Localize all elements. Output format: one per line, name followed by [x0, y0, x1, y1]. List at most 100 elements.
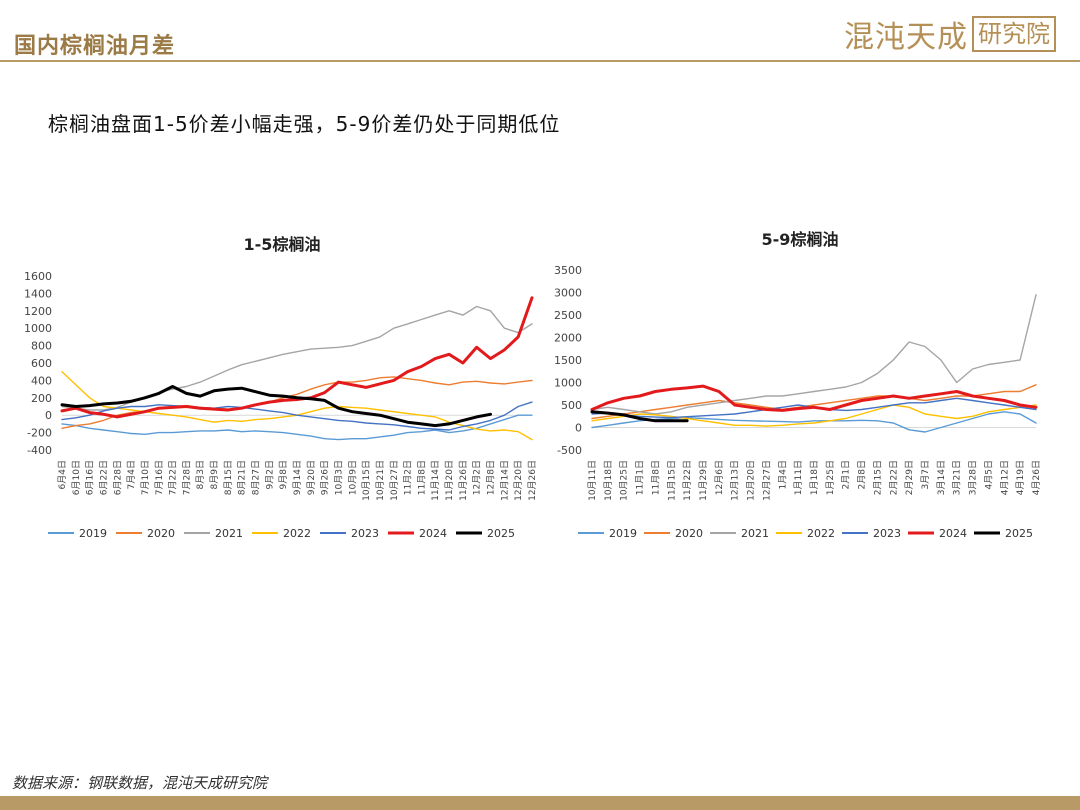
x-tick-label: 1月18日	[809, 460, 820, 495]
logo-main-text: 混沌天成	[844, 20, 968, 55]
x-tick-label: 8月21日	[237, 460, 248, 495]
x-tick-label: 2月22日	[888, 460, 899, 495]
x-tick-label: 12月8日	[486, 460, 497, 495]
x-tick-label: 6月22日	[98, 460, 109, 495]
series-line-2024	[60, 296, 534, 419]
x-tick-label: 10月9日	[347, 460, 358, 495]
x-tick-label: 1月11日	[793, 460, 804, 495]
x-tick-label: 8月9日	[209, 460, 220, 489]
x-tick-label: 2月15日	[872, 460, 883, 495]
x-tick-label: 11月15日	[666, 460, 677, 501]
x-tick-label: 3月14日	[936, 460, 947, 495]
series-line-2023	[61, 401, 533, 431]
y-tick-label: 400	[31, 374, 52, 387]
x-tick-label: 7月16日	[154, 460, 165, 495]
x-tick-label: 11月29日	[698, 460, 709, 501]
x-tick-label: 12月20日	[513, 460, 524, 501]
series-line-2019	[61, 414, 533, 441]
x-tick-label: 12月27日	[761, 460, 772, 501]
x-tick-label: 12月2日	[472, 460, 483, 495]
x-tick-label: 2月1日	[841, 460, 852, 489]
y-tick-label: 200	[31, 392, 52, 405]
x-tick-label: 9月8日	[278, 460, 289, 489]
y-tick-label: 1000	[554, 377, 582, 390]
x-tick-label: 10月21日	[375, 460, 386, 501]
legend-label-2023: 2023	[351, 527, 379, 540]
legend-label-2025: 2025	[1005, 527, 1033, 540]
y-tick-label: 600	[31, 357, 52, 370]
y-tick-label: 1000	[24, 322, 52, 335]
x-tick-label: 1月25日	[825, 460, 836, 495]
x-tick-label: 11月2日	[403, 460, 414, 495]
y-tick-label: 2500	[554, 309, 582, 322]
x-tick-label: 11月1日	[635, 460, 646, 495]
x-tick-label: 11月22日	[682, 460, 693, 501]
y-tick-label: 1600	[24, 270, 52, 283]
legend-label-2020: 2020	[675, 527, 703, 540]
x-tick-label: 3月7日	[920, 460, 931, 489]
footer-bar	[0, 796, 1080, 810]
x-tick-label: 12月20日	[746, 460, 757, 501]
series-line-2022	[591, 404, 1037, 427]
x-tick-label: 8月15日	[223, 460, 234, 495]
x-tick-label: 12月13日	[730, 460, 741, 501]
legend-label-2023: 2023	[873, 527, 901, 540]
y-tick-label: 3500	[554, 264, 582, 277]
x-tick-label: 7月4日	[126, 460, 137, 489]
header: 国内棕榈油月差 混沌天成 研究院	[0, 0, 1080, 62]
series-line-2025	[60, 385, 492, 428]
legend-label-2024: 2024	[939, 527, 967, 540]
legend-label-2019: 2019	[79, 527, 107, 540]
x-tick-label: 6月16日	[85, 460, 96, 495]
series-line-2025	[590, 410, 689, 423]
x-tick-label: 9月14日	[292, 460, 303, 495]
x-tick-label: 12月26日	[527, 460, 538, 501]
x-tick-label: 7月10日	[140, 460, 151, 495]
legend-label-2022: 2022	[807, 527, 835, 540]
x-tick-label: 4月19日	[1015, 460, 1026, 495]
header-divider	[0, 60, 1080, 62]
x-tick-label: 6月10日	[71, 460, 82, 495]
series-line-2020	[591, 384, 1037, 420]
x-tick-label: 9月20日	[306, 460, 317, 495]
y-tick-label: 1200	[24, 305, 52, 318]
data-source-note: 数据来源：钢联数据，混沌天成研究院	[12, 774, 268, 792]
y-tick-label: -500	[557, 444, 582, 457]
y-tick-label: 0	[45, 409, 52, 422]
x-tick-label: 10月11日	[587, 460, 598, 501]
legend-label-2019: 2019	[609, 527, 637, 540]
x-tick-label: 9月26日	[320, 460, 331, 495]
logo: 混沌天成 研究院	[844, 14, 1056, 55]
slide-subtitle: 棕榈油盘面1-5价差小幅走强，5-9价差仍处于同期低位	[48, 112, 561, 136]
x-tick-label: 10月15日	[361, 460, 372, 501]
x-tick-label: 11月8日	[650, 460, 661, 495]
x-tick-label: 12月6日	[714, 460, 725, 495]
x-tick-label: 10月18日	[603, 460, 614, 501]
y-tick-label: -400	[27, 444, 52, 457]
series-line-2021	[591, 294, 1037, 415]
legend-label-2020: 2020	[147, 527, 175, 540]
x-tick-label: 2月8日	[857, 460, 868, 489]
x-tick-label: 12月14日	[499, 460, 510, 501]
y-tick-label: 1500	[554, 354, 582, 367]
x-tick-label: 8月3日	[195, 460, 206, 489]
x-tick-label: 6月4日	[57, 460, 68, 489]
x-tick-label: 11月14日	[430, 460, 441, 501]
logo-box-text: 研究院	[972, 16, 1056, 52]
y-tick-label: 500	[561, 399, 582, 412]
y-tick-label: -200	[27, 427, 52, 440]
chart-title: 5-9棕榈油	[762, 230, 839, 249]
x-tick-label: 4月26日	[1031, 460, 1042, 495]
x-tick-label: 1月4日	[777, 460, 788, 489]
legend-label-2025: 2025	[487, 527, 515, 540]
x-tick-label: 4月12日	[999, 460, 1010, 495]
chart-title: 1-5棕榈油	[244, 235, 321, 254]
x-tick-label: 8月27日	[251, 460, 262, 495]
series-line-2019	[591, 411, 1037, 433]
x-tick-label: 3月28日	[968, 460, 979, 495]
x-tick-label: 3月21日	[952, 460, 963, 495]
series-line-2024	[590, 384, 1038, 412]
x-tick-label: 4月5日	[983, 460, 994, 489]
